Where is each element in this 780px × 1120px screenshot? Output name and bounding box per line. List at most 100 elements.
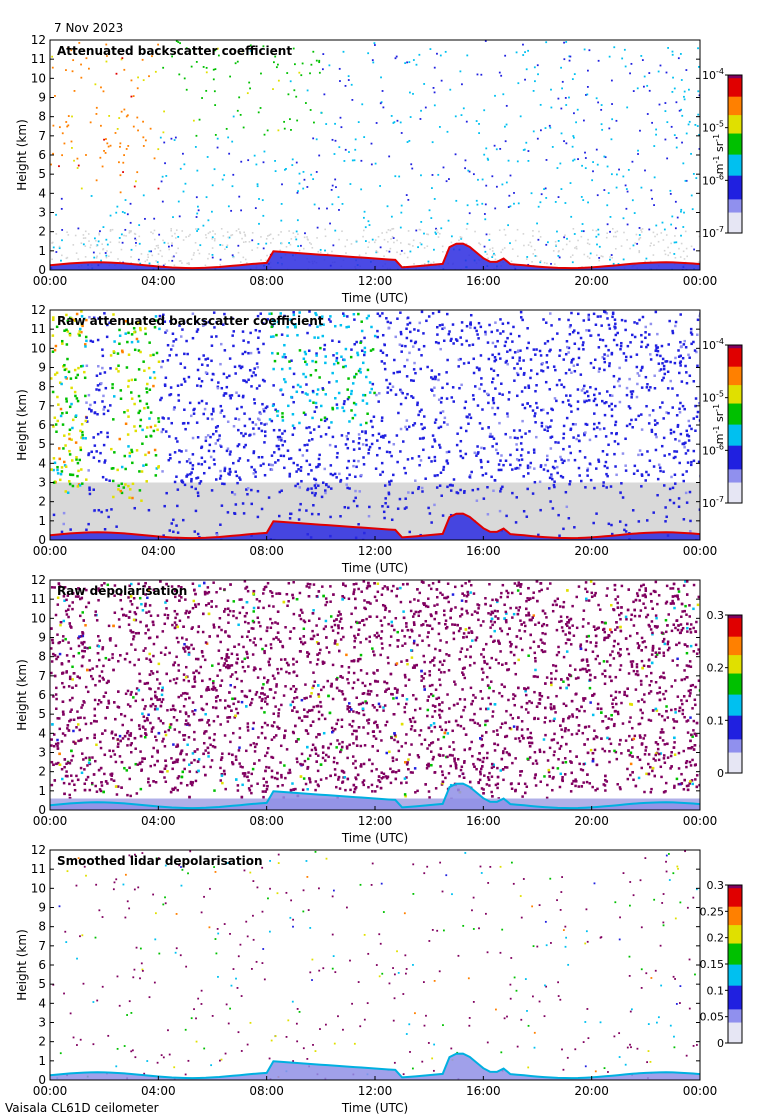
colorbar-segment (728, 908, 742, 912)
colorbar-tick-label: 0.2 (707, 932, 725, 945)
colorbar-segment (728, 985, 742, 989)
colorbar-segment (728, 903, 742, 907)
colorbar-segment (728, 106, 742, 110)
colorbar-segment (728, 138, 742, 142)
colorbar-segment (728, 98, 742, 102)
colorbar-segment (728, 919, 742, 923)
colorbar-segment (728, 977, 742, 981)
x-tick-label: 20:00 (574, 274, 609, 288)
colorbar-segment (728, 722, 742, 727)
colorbar-unit: m-1 sr-1 (712, 134, 726, 174)
x-tick-label: 16:00 (466, 1084, 501, 1098)
y-tick-label: 4 (38, 456, 46, 470)
x-tick-label: 08:00 (249, 544, 284, 558)
colorbar-segment (728, 405, 742, 409)
colorbar-segment (728, 701, 742, 706)
colorbar-segment (728, 188, 742, 192)
colorbar-segment (728, 1011, 742, 1015)
x-tick-label: 08:00 (249, 274, 284, 288)
colorbar-tick-label: 0.15 (700, 958, 725, 971)
y-tick-label: 4 (38, 186, 46, 200)
colorbar-segment (728, 921, 742, 926)
colorbar-segment (728, 630, 742, 635)
colorbar-segment (728, 1037, 742, 1041)
colorbar-segment (728, 452, 742, 457)
y-tick-label: 4 (38, 996, 46, 1010)
colorbar-segment (728, 175, 742, 179)
colorbar-segment (728, 371, 742, 375)
colorbar-segment (728, 927, 742, 931)
colorbar-segment (728, 667, 742, 671)
colorbar-segment (728, 466, 742, 470)
colorbar-segment (728, 159, 742, 163)
colorbar: 0 0.1 0.2 0.3 (707, 609, 743, 780)
y-tick-label: 2 (38, 495, 46, 509)
colorbar-segment (728, 185, 742, 189)
y-tick-label: 0 (38, 263, 46, 277)
colorbar-segment (728, 913, 742, 918)
colorbar-segment (728, 458, 742, 462)
colorbar-segment (728, 628, 742, 632)
y-tick-label: 6 (38, 418, 46, 432)
colorbar-segment (728, 481, 742, 486)
colorbar-segment (728, 937, 742, 941)
colorbar-segment (728, 82, 742, 87)
y-tick-label: 12 (31, 33, 46, 47)
colorbar-segment (728, 615, 742, 619)
y-tick-label: 2 (38, 225, 46, 239)
y-tick-label: 9 (38, 361, 46, 375)
colorbar-segment (728, 103, 742, 108)
colorbar-segment (728, 885, 742, 889)
colorbar-segment (728, 379, 742, 383)
colorbar-segment (728, 492, 742, 496)
colorbar-segment (728, 982, 742, 986)
x-tick-label: 20:00 (574, 544, 609, 558)
colorbar-segment (728, 765, 742, 769)
colorbar-segment (728, 1029, 742, 1034)
colorbar-segment (728, 400, 742, 404)
colorbar-segment (728, 900, 742, 905)
colorbar-segment (728, 201, 742, 205)
colorbar-segment (728, 964, 742, 968)
colorbar-segment (728, 424, 742, 428)
colorbar-segment (728, 368, 742, 372)
colorbar-segment (728, 127, 742, 131)
colorbar-segment (728, 468, 742, 472)
colorbar-tick-label: 10-6 (702, 442, 724, 457)
x-tick-label: 00:00 (683, 544, 718, 558)
y-tick-label: 2 (38, 765, 46, 779)
colorbar-segment (728, 463, 742, 467)
colorbar-segment (728, 93, 742, 97)
colorbar-segment (728, 961, 742, 965)
colorbar-segment (728, 898, 742, 902)
colorbar-segment (728, 418, 742, 422)
y-tick-label: 10 (31, 71, 46, 85)
colorbar-segment (728, 738, 742, 742)
colorbar-segment (728, 376, 742, 380)
heatmap-field (50, 40, 700, 270)
colorbar-segment (728, 489, 742, 494)
colorbar-segment (728, 360, 742, 365)
colorbar-segment (728, 638, 742, 642)
instrument-label: Vaisala CL61D ceilometer (5, 1101, 159, 1115)
y-tick-label: 11 (31, 322, 46, 336)
colorbar-segment (728, 759, 742, 764)
colorbar-segment (728, 948, 742, 952)
colorbar-segment (728, 770, 742, 774)
colorbar-segment (728, 500, 742, 504)
x-tick-label: 16:00 (466, 274, 501, 288)
colorbar-segment (728, 728, 742, 732)
colorbar-segment (728, 225, 742, 229)
y-tick-label: 12 (31, 573, 46, 587)
colorbar-tick-label: 10-4 (702, 337, 724, 352)
colorbar-tick-label: 10-6 (702, 172, 724, 187)
colorbar-segment (728, 654, 742, 658)
colorbar-segment (728, 167, 742, 171)
colorbar-segment (728, 1003, 742, 1007)
colorbar-segment (728, 471, 742, 475)
colorbar-segment (728, 625, 742, 629)
colorbar-segment (728, 408, 742, 412)
colorbar-segment (728, 352, 742, 357)
colorbar-segment (728, 1040, 742, 1044)
